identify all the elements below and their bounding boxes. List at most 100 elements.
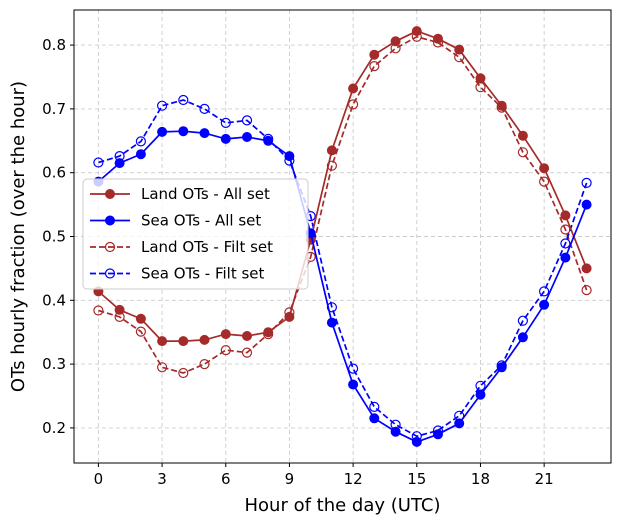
- x-tick-label: 3: [157, 470, 167, 488]
- series-sea-ots-filt-set: [93, 94, 592, 442]
- data-point: [263, 135, 274, 146]
- legend: Land OTs - All set Sea OTs - All set Land …: [82, 178, 309, 290]
- data-point: [242, 331, 252, 341]
- data-point: [220, 345, 231, 356]
- data-point: [348, 363, 359, 374]
- data-point: [369, 413, 380, 424]
- data-point: [517, 147, 529, 158]
- data-point: [496, 362, 507, 373]
- data-point: [157, 362, 168, 373]
- legend-marker: [105, 189, 115, 199]
- legend-label: Land OTs - Filt set: [141, 238, 273, 256]
- data-point: [517, 315, 529, 326]
- data-point: [220, 117, 231, 129]
- x-tick-label: 18: [471, 470, 490, 488]
- data-point: [114, 158, 125, 169]
- data-point: [326, 145, 337, 156]
- data-point: [390, 426, 401, 437]
- data-point: [348, 99, 359, 110]
- data-point: [369, 49, 380, 60]
- data-point: [539, 299, 550, 310]
- y-tick-label: 0.4: [42, 291, 66, 309]
- series-land-ots-all-set: [93, 26, 592, 347]
- data-point: [242, 132, 252, 142]
- legend-box: [82, 178, 309, 290]
- y-tick-label: 0.3: [42, 355, 66, 373]
- data-point: [135, 326, 146, 337]
- data-point: [93, 157, 104, 168]
- data-point: [454, 418, 465, 429]
- data-point: [157, 100, 168, 111]
- legend-marker: [105, 215, 115, 226]
- data-point: [326, 317, 337, 328]
- data-point: [433, 429, 443, 440]
- data-point: [475, 389, 486, 400]
- data-point: [517, 130, 528, 141]
- y-tick-label: 0.6: [42, 164, 66, 182]
- data-point: [199, 334, 210, 345]
- data-point: [199, 359, 210, 370]
- data-point: [199, 103, 210, 115]
- data-point: [475, 73, 486, 84]
- data-point: [135, 313, 146, 324]
- legend-label: Sea OTs - All set: [141, 212, 261, 230]
- data-point: [284, 311, 295, 322]
- data-point: [581, 285, 592, 296]
- data-point: [581, 177, 592, 188]
- data-point: [369, 60, 380, 72]
- data-point: [390, 36, 401, 47]
- x-axis-title: Hour of the day (UTC): [245, 495, 441, 516]
- data-point: [560, 238, 571, 249]
- series-line: [98, 35, 588, 374]
- data-point: [284, 151, 295, 162]
- y-tick-label: 0.2: [42, 419, 66, 437]
- data-point: [241, 115, 253, 126]
- data-point: [496, 100, 507, 111]
- data-point: [220, 329, 231, 340]
- data-point: [538, 176, 550, 187]
- data-point: [220, 133, 231, 144]
- y-axis-title: OTs hourly fraction (over the hour): [8, 81, 29, 392]
- data-point: [199, 128, 210, 139]
- data-point: [411, 436, 422, 447]
- data-point: [241, 347, 253, 358]
- data-point: [178, 336, 189, 347]
- data-point: [454, 44, 465, 55]
- data-point: [157, 336, 168, 347]
- data-point: [93, 305, 104, 316]
- data-point: [560, 210, 571, 221]
- data-point: [433, 33, 443, 44]
- y-tick-label: 0.5: [42, 228, 66, 246]
- data-point: [348, 379, 359, 390]
- data-point: [581, 263, 592, 274]
- data-point: [114, 304, 125, 315]
- legend-marker: [104, 268, 116, 279]
- data-point: [560, 252, 571, 263]
- x-tick-label: 0: [94, 470, 104, 488]
- data-point: [135, 149, 146, 160]
- data-point: [178, 94, 189, 106]
- data-point: [348, 83, 359, 94]
- ticks: 0 3 6 9 12 15 18 21 0.2 0.3 0.4 0.5 0.6 0.7 0.8: [42, 36, 554, 488]
- x-tick-label: 6: [221, 470, 231, 488]
- y-tick-label: 0.8: [42, 36, 66, 54]
- x-tick-label: 21: [535, 470, 554, 488]
- x-tick-label: 9: [285, 470, 295, 488]
- data-point: [539, 163, 550, 174]
- data-point: [369, 401, 380, 412]
- series-land-ots-filt-set: [93, 31, 592, 379]
- data-point: [538, 286, 550, 297]
- data-point: [263, 327, 274, 338]
- legend-marker: [104, 241, 116, 253]
- legend-label: Sea OTs - Filt set: [141, 265, 265, 283]
- data-point: [135, 136, 146, 147]
- data-point: [157, 126, 168, 137]
- series-line: [98, 99, 588, 438]
- data-point: [178, 126, 189, 137]
- x-tick-label: 15: [407, 470, 426, 488]
- data-point: [411, 26, 422, 37]
- data-point: [581, 199, 592, 210]
- y-tick-label: 0.7: [42, 100, 66, 118]
- data-point: [178, 367, 189, 379]
